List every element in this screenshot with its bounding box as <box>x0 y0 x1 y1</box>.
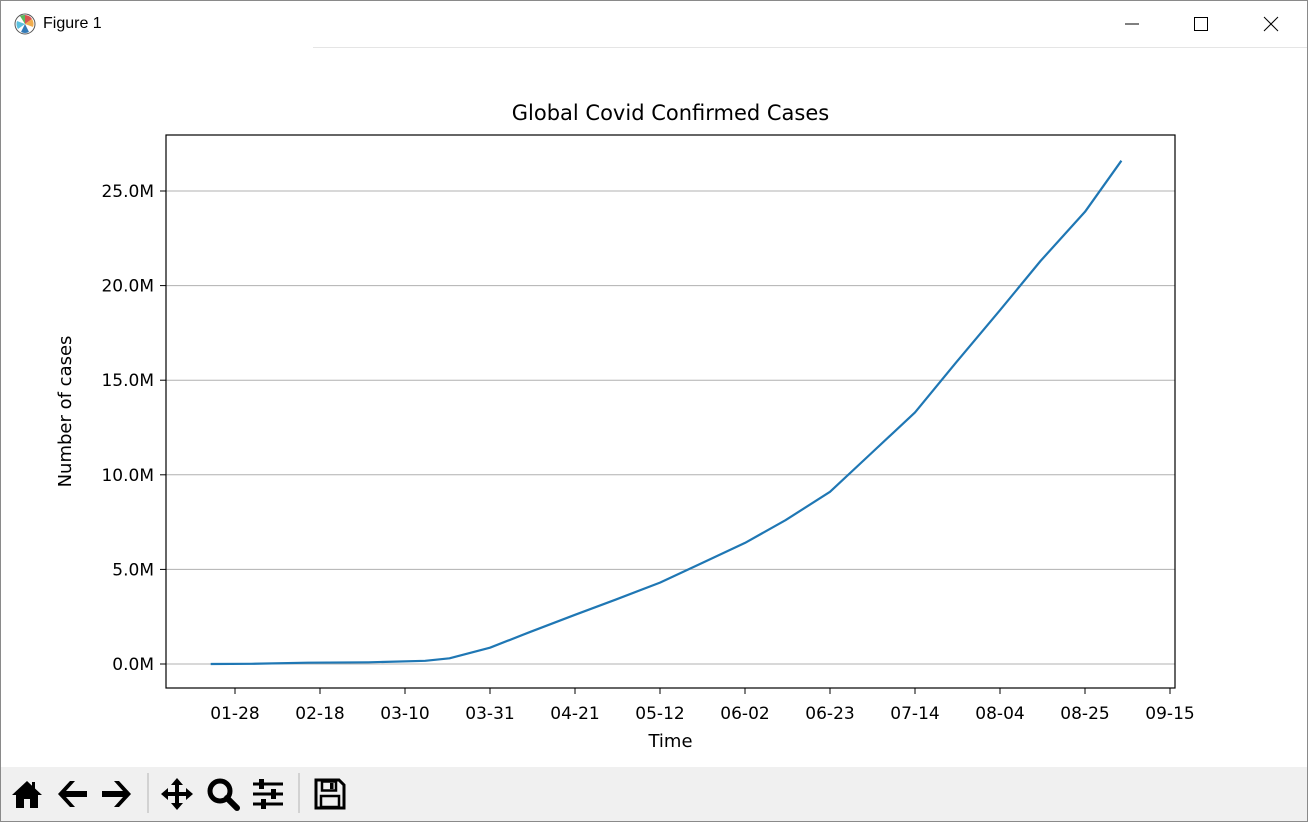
title-bar-divider <box>313 47 1307 48</box>
pan-button[interactable] <box>156 772 198 816</box>
move-icon <box>161 778 193 810</box>
configure-subplots-button[interactable] <box>247 772 289 816</box>
figure-canvas[interactable]: 0.0M 5.0M 10.0M 15.0M 20.0M 25.0M 01-28 02-18 03… <box>1 48 1307 766</box>
navigation-toolbar <box>1 767 1307 821</box>
y-axis-label: Number of cases <box>55 336 76 488</box>
x-tick-label: 08-25 <box>1060 704 1109 724</box>
x-tick-label: 08-04 <box>975 704 1024 724</box>
maximize-button[interactable] <box>1166 1 1236 47</box>
back-button[interactable] <box>51 772 93 816</box>
x-tick-label: 01-28 <box>210 704 259 724</box>
close-icon <box>1263 16 1279 32</box>
x-tick-label: 03-31 <box>465 704 514 724</box>
arrow-left-icon <box>58 781 87 807</box>
minimize-button[interactable] <box>1097 1 1167 47</box>
x-tick-label: 06-02 <box>720 704 769 724</box>
forward-button[interactable] <box>96 772 138 816</box>
x-tick-label: 04-21 <box>550 704 599 724</box>
minimize-icon <box>1125 23 1139 25</box>
y-tick-label: 20.0M <box>101 277 154 297</box>
axes-frame <box>165 134 1176 689</box>
zoom-button[interactable] <box>202 772 244 816</box>
title-bar[interactable]: Figure 1 <box>1 1 1307 48</box>
chart-title: Global Covid Confirmed Cases <box>512 101 829 125</box>
y-tick-label: 5.0M <box>112 560 154 580</box>
chart[interactable]: 0.0M 5.0M 10.0M 15.0M 20.0M 25.0M 01-28 02-18 03… <box>1 48 1307 766</box>
x-tick-label: 07-14 <box>890 704 939 724</box>
arrow-right-icon <box>102 781 131 807</box>
x-tick-label: 06-23 <box>805 704 854 724</box>
floppy-disk-icon <box>314 778 346 810</box>
x-axis-label: Time <box>647 731 692 752</box>
toolbar-separator <box>147 773 149 813</box>
x-tick-label: 09-15 <box>1145 704 1194 724</box>
toolbar-separator <box>298 773 300 813</box>
x-tick-label: 02-18 <box>295 704 344 724</box>
home-icon <box>12 781 42 808</box>
save-button[interactable] <box>309 772 351 816</box>
series-line <box>210 160 1123 666</box>
x-tick-label: 03-10 <box>380 704 429 724</box>
y-tick-label: 10.0M <box>101 466 154 486</box>
window-title: Figure 1 <box>43 15 102 32</box>
magnifier-icon <box>207 778 240 811</box>
sliders-icon <box>253 779 283 809</box>
matplotlib-logo-icon <box>14 13 36 35</box>
plot-background <box>166 135 1175 688</box>
y-tick-label: 25.0M <box>101 182 154 202</box>
y-tick-label: 15.0M <box>101 371 154 391</box>
home-button[interactable] <box>6 772 48 816</box>
x-tick-label: 05-12 <box>635 704 684 724</box>
y-tick-label: 0.0M <box>112 655 154 675</box>
close-button[interactable] <box>1236 1 1306 47</box>
maximize-icon <box>1194 17 1208 31</box>
